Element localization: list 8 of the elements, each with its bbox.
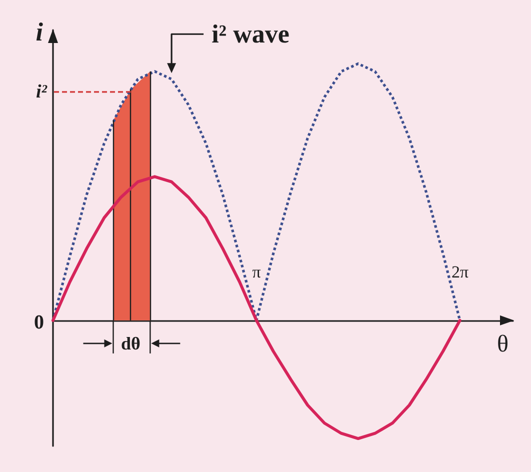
annotation: i² wave: [212, 20, 290, 49]
x-axis-title: θ: [497, 331, 508, 358]
annotation: i²: [36, 81, 48, 102]
x-tick-label: 2π: [452, 262, 470, 282]
annotation: 0: [34, 311, 44, 334]
y-axis-title: i: [36, 18, 44, 46]
annotation: dθ: [121, 333, 140, 354]
x-tick-label: π: [252, 262, 262, 282]
